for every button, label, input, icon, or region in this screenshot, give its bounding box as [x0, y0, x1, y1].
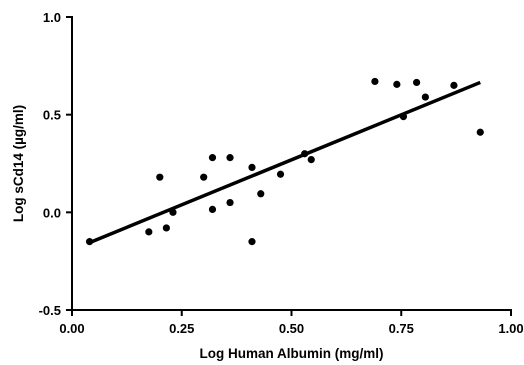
data-point — [301, 150, 309, 158]
data-point — [248, 238, 256, 246]
x-tick-label: 0.25 — [169, 321, 194, 336]
y-axis-ticks: -0.5 0.0 0.5 1.0 — [39, 10, 72, 318]
x-axis-title: Log Human Albumin (mg/ml) — [200, 346, 384, 361]
data-point — [476, 128, 484, 136]
regression-line — [88, 80, 481, 245]
data-point — [421, 93, 429, 101]
data-point — [208, 205, 217, 214]
data-point — [307, 155, 315, 164]
data-point — [226, 198, 234, 207]
x-tick-label: 0.50 — [279, 321, 304, 336]
data-point — [450, 81, 458, 89]
data-point — [413, 78, 421, 87]
y-tick-label: -0.5 — [39, 303, 61, 318]
data-point — [145, 228, 153, 236]
x-axis-ticks: 0.00 0.25 0.50 0.75 1.00 — [59, 310, 524, 336]
x-tick-label: 1.00 — [498, 321, 523, 336]
x-tick-label: 0.00 — [59, 321, 84, 336]
y-tick-label: 0.5 — [43, 108, 61, 123]
axes — [71, 16, 512, 311]
y-axis-title: Log sCd14 (µg/ml) — [11, 105, 26, 222]
data-point — [399, 113, 408, 121]
data-point — [85, 238, 94, 246]
y-tick-label: 0.0 — [43, 205, 61, 220]
data-point — [393, 80, 401, 88]
y-tick-label: 1.0 — [43, 10, 61, 25]
data-point — [276, 170, 285, 178]
data-point — [162, 224, 170, 232]
data-point — [248, 163, 256, 172]
data-points — [85, 77, 484, 246]
data-point — [156, 173, 164, 181]
data-point — [200, 173, 208, 181]
data-point — [208, 154, 217, 162]
data-point — [257, 190, 265, 198]
x-tick-label: 0.75 — [389, 321, 414, 336]
data-point — [371, 77, 379, 86]
data-point — [169, 208, 177, 216]
data-point — [226, 154, 234, 162]
